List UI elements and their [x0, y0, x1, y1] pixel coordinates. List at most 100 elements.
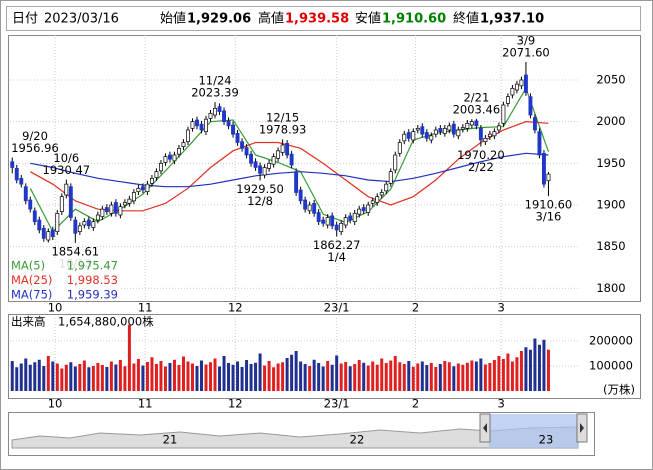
navigator-label: 23: [539, 433, 554, 447]
candle-body: [258, 165, 263, 174]
candle-body: [213, 107, 217, 116]
volume-bar: [285, 358, 289, 391]
candle-body: [361, 207, 366, 212]
candle-body: [172, 154, 177, 162]
volume-bar: [24, 358, 28, 391]
volume-bar: [69, 362, 73, 391]
x-tick-label: 2: [412, 301, 419, 315]
volume-bar: [33, 362, 37, 391]
candle-body: [10, 161, 15, 168]
candle-body: [285, 142, 290, 156]
navigator-selection[interactable]: [489, 414, 578, 448]
candle-body: [244, 147, 249, 156]
candle-body: [37, 219, 42, 231]
candle-body: [546, 173, 551, 182]
candle-body: [411, 131, 416, 141]
candle-body: [523, 74, 528, 93]
volume-bar: [380, 358, 384, 391]
candle-body: [131, 192, 136, 202]
volume-bar: [218, 366, 222, 391]
volume-bar: [222, 356, 226, 391]
candle-body: [231, 124, 235, 135]
volume-bar: [87, 367, 91, 391]
candle-body: [352, 212, 357, 223]
candle-body: [235, 132, 240, 143]
candle-body: [393, 154, 398, 171]
volume-bar: [429, 363, 433, 391]
volume-bar: [546, 349, 550, 391]
field-value: 1,910.60: [382, 12, 446, 27]
field-name: 安値: [355, 11, 381, 27]
candle-body: [109, 204, 114, 214]
annotation-value: 2023.39: [191, 86, 239, 100]
x-tick-label: 10: [48, 397, 63, 411]
candle-body: [537, 131, 542, 156]
x-tick-label: 3: [497, 397, 504, 411]
x-tick-label: 11: [138, 397, 153, 411]
volume-bar: [60, 368, 64, 391]
y-tick-label: 2050: [596, 73, 625, 87]
volume-bar: [492, 360, 496, 391]
candle-body: [357, 208, 362, 215]
volume-bar: [28, 364, 32, 391]
candle-body: [339, 222, 344, 233]
volume-bar: [177, 365, 181, 391]
candle-body: [424, 132, 429, 139]
candle-body: [222, 110, 226, 123]
candle-body: [145, 183, 150, 193]
x-tick-label: 10: [48, 301, 63, 315]
candle-body: [379, 192, 384, 196]
volume-bar: [231, 364, 235, 391]
candle-body: [163, 156, 168, 163]
volume-bar: [312, 359, 316, 391]
volume-bar: [488, 363, 492, 391]
volume-bar: [362, 362, 366, 391]
candle-body: [177, 147, 181, 155]
volume-bar: [308, 366, 312, 391]
candle-body: [348, 215, 353, 221]
volume-bar: [411, 366, 415, 391]
volume-bar: [470, 360, 474, 391]
candle-body: [420, 126, 425, 135]
field-value: 1,939.58: [285, 12, 349, 27]
volume-bar: [402, 364, 406, 391]
candle-body: [438, 127, 443, 133]
y-tick-label: 1950: [596, 156, 625, 170]
candle-body: [68, 186, 73, 218]
candle-body: [519, 79, 524, 87]
candle-body: [271, 156, 276, 165]
volume-bar: [200, 360, 204, 391]
volume-bar: [384, 363, 388, 391]
volume-bar: [294, 351, 298, 391]
annotation-value: 1910.60: [525, 198, 573, 212]
volume-bar: [55, 363, 59, 391]
volume-bar: [204, 364, 208, 391]
volume-bar: [407, 361, 411, 391]
candle-body: [217, 106, 222, 113]
volume-bar: [290, 354, 294, 391]
volume-bar: [249, 364, 253, 391]
volume-bar: [443, 361, 447, 391]
candle-body: [14, 167, 19, 181]
candle-body: [59, 196, 64, 213]
candle-body: [375, 196, 380, 203]
annotation-date: 2/22: [468, 160, 494, 174]
volume-bar: [195, 366, 199, 391]
candle-body: [140, 186, 145, 191]
volume-bar: [258, 353, 262, 391]
volume-bar: [114, 364, 118, 391]
volume-bar: [254, 362, 258, 391]
volume-bar: [501, 359, 505, 391]
volume-bar: [15, 367, 19, 391]
y-tick-label: 200000: [589, 334, 633, 348]
ma-line: [30, 152, 549, 188]
volume-bar: [299, 361, 303, 391]
annotation-value: 1862.27: [313, 238, 361, 252]
y-tick-label: 1900: [596, 198, 625, 212]
volume-bar: [542, 339, 546, 391]
x-tick-label: 12: [228, 397, 243, 411]
candle-body: [447, 125, 452, 131]
candle-body: [136, 187, 141, 193]
volume-bar: [168, 363, 172, 391]
candle-body: [19, 177, 24, 185]
